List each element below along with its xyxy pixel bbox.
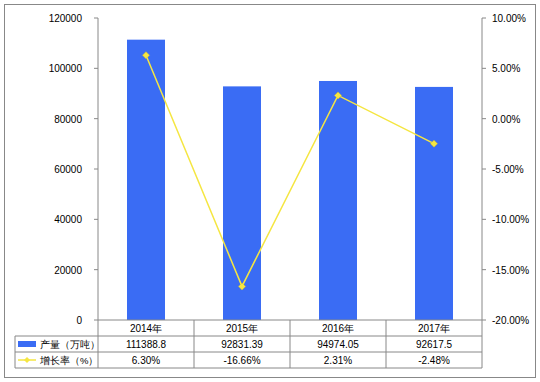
bar: [127, 40, 165, 320]
y2-tick-label: 5.00%: [492, 63, 520, 74]
y-tick: [94, 169, 98, 170]
marker: [143, 52, 150, 59]
frame: [5, 5, 536, 378]
table-line: [15, 368, 482, 369]
table-value: -2.48%: [418, 355, 450, 366]
legend-key: [24, 357, 30, 363]
y-tick: [94, 219, 98, 220]
y2-tick: [482, 169, 486, 170]
y2-tick: [482, 118, 486, 119]
marker: [335, 92, 342, 99]
bar: [319, 81, 357, 320]
table-line: [15, 336, 482, 337]
legend-label: 产量（万吨）: [40, 339, 100, 350]
line: [146, 55, 434, 286]
y-tick-label: 80000: [54, 114, 82, 125]
table-value: 2.31%: [324, 355, 352, 366]
table-line: [194, 320, 195, 368]
bar: [415, 87, 453, 320]
y-tick: [94, 320, 98, 321]
table-value: 94974.05: [317, 339, 359, 350]
y-tick-label: 0: [76, 315, 82, 326]
marker: [431, 140, 438, 147]
y-tick: [94, 269, 98, 270]
y2-tick: [482, 269, 486, 270]
x-tick-label: 2015年: [226, 323, 258, 334]
y2-tick: [482, 219, 486, 220]
plot-area: [127, 40, 453, 320]
table-value: 6.30%: [132, 355, 160, 366]
y-tick-label: 60000: [54, 164, 82, 175]
table-line: [15, 352, 482, 353]
x-tick-label: 2016年: [322, 323, 354, 334]
bar: [223, 86, 261, 320]
table-value: 92831.39: [221, 339, 263, 350]
y2-tick-label: -15.00%: [492, 265, 529, 276]
legend-label: 增长率（%）: [39, 355, 98, 366]
chart-svg: 0 20000 40000 60000 80000 100000 120000 -20.00%…: [0, 0, 540, 382]
y2-tick-label: 10.00%: [492, 13, 526, 24]
table-line: [290, 320, 291, 368]
y2-tick: [482, 320, 486, 321]
x-tick-label: 2014年: [130, 323, 162, 334]
y2-tick: [482, 68, 486, 69]
table-value: -16.66%: [223, 355, 260, 366]
y-tick: [94, 18, 98, 19]
y-tick-label: 20000: [54, 265, 82, 276]
table-line: [482, 320, 483, 368]
table-line: [386, 320, 387, 368]
y-tick: [94, 118, 98, 119]
x-tick-label: 2017年: [418, 323, 450, 334]
y2-tick-label: 0.00%: [492, 114, 520, 125]
y2-tick-label: -20.00%: [492, 315, 529, 326]
y2-tick-label: -5.00%: [492, 164, 524, 175]
y-tick-label: 40000: [54, 214, 82, 225]
y-tick: [94, 68, 98, 69]
y-tick-label: 100000: [49, 63, 83, 74]
legend-key: [18, 341, 36, 347]
y-tick-label: 120000: [49, 13, 83, 24]
y2-tick-label: -10.00%: [492, 214, 529, 225]
chart-container: 0 20000 40000 60000 80000 100000 120000 -20.00%…: [0, 0, 540, 382]
table-line: [15, 336, 16, 368]
marker: [239, 283, 246, 290]
table-value: 92617.5: [416, 339, 453, 350]
table-value: 111388.8: [126, 339, 167, 350]
y2-tick: [482, 18, 486, 19]
